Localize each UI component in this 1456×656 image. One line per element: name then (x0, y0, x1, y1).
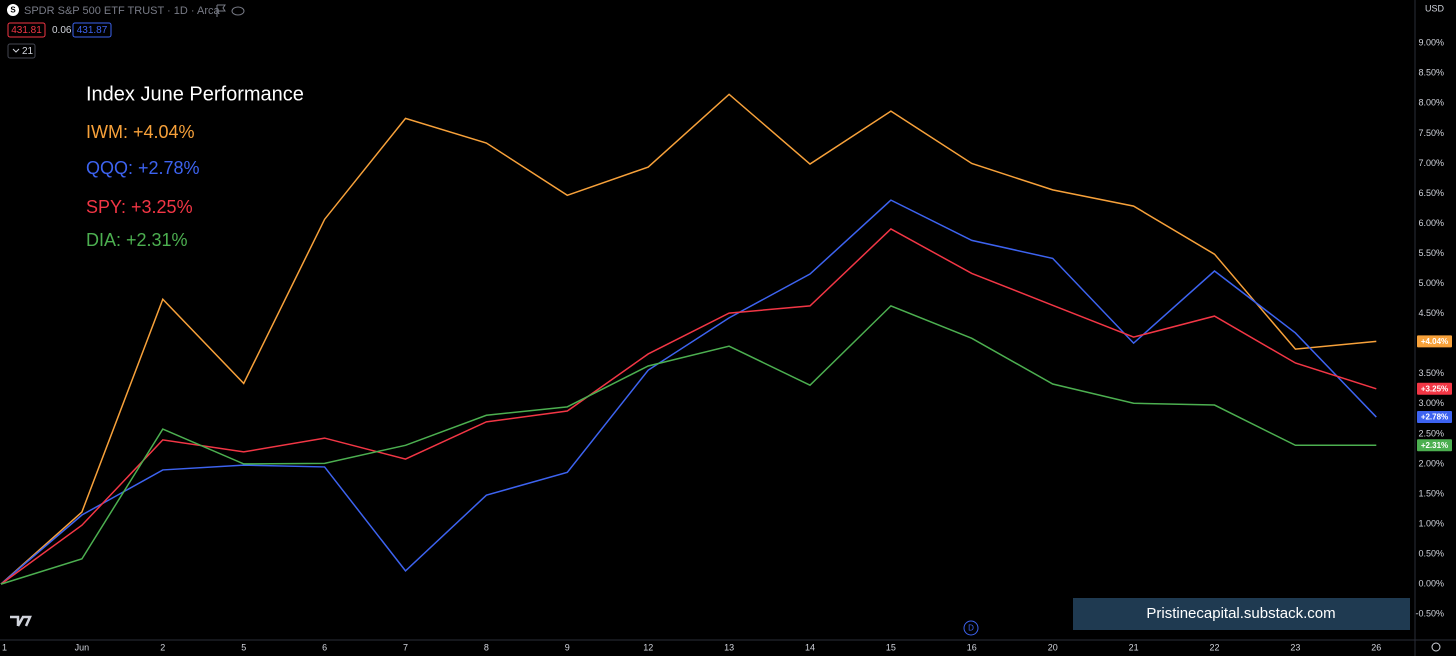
y-tick-label: 5.50% (1418, 248, 1444, 258)
watermark-box (1073, 598, 1410, 630)
tv-logo[interactable] (10, 615, 32, 627)
y-tick-label: 3.50% (1418, 368, 1444, 378)
spread: 0.06 (52, 25, 72, 36)
x-tick-label: 12 (643, 642, 653, 652)
x-tick-label: 20 (1048, 642, 1058, 652)
x-tick-label: 16 (967, 642, 977, 652)
x-tick-label: 6 (322, 642, 327, 652)
x-tick-label: 21 (1129, 642, 1139, 652)
end-badge (1417, 439, 1452, 452)
end-badge (1417, 335, 1452, 348)
y-tick-label: 1.50% (1418, 488, 1444, 498)
currency[interactable]: USD (1425, 3, 1445, 13)
y-tick-label: 6.00% (1418, 218, 1444, 228)
chevron (12, 48, 20, 53)
y-tick-label: 8.00% (1418, 98, 1444, 108)
x-tick-label: 15 (886, 642, 896, 652)
x-tick-label: 26 (1371, 642, 1381, 652)
symbol-icon (7, 4, 19, 16)
watermark: Pristinecapital.substack.com (1146, 605, 1335, 622)
visibility-icon[interactable] (231, 6, 245, 16)
x-tick-label: 2 (160, 642, 165, 652)
symbol-title[interactable]: SPDR S&P 500 ETF TRUST · 1D · Arca (24, 5, 220, 17)
x-tick-label: 13 (724, 642, 734, 652)
price-axis (1415, 0, 1456, 656)
end-badge-label: +2.78% (1421, 413, 1448, 422)
symbol-icon-text: S (10, 6, 16, 15)
y-tick-label: 1.00% (1418, 518, 1444, 528)
end-badge-label: +3.25% (1421, 384, 1448, 393)
flag-icon[interactable] (216, 4, 226, 17)
bid-price: 431.81 (11, 25, 42, 36)
event-marker-text: D (968, 624, 974, 633)
series-line (0, 199, 1377, 585)
y-tick-label: 0.00% (1418, 578, 1444, 588)
x-tick-label: 8 (484, 642, 489, 652)
x-tick-label: 7 (403, 642, 408, 652)
series-line (0, 93, 1377, 585)
y-tick-label: 0.50% (1418, 548, 1444, 558)
y-tick-label: 6.50% (1418, 188, 1444, 198)
x-tick-label: 9 (565, 642, 570, 652)
ask-box[interactable] (72, 22, 112, 38)
x-tick-label: 14 (805, 642, 815, 652)
y-tick-label: 3.00% (1418, 398, 1444, 408)
y-tick-label: 2.00% (1418, 458, 1444, 468)
y-tick-label: -0.50% (1415, 609, 1444, 619)
settings-icon[interactable] (1431, 642, 1441, 652)
y-tick-label: 7.50% (1418, 128, 1444, 138)
indicators-toggle[interactable] (7, 43, 36, 59)
x-tick-label: 1 (2, 642, 7, 652)
legend-entry: IWM: +4.04% (86, 122, 195, 142)
y-tick-label: 9.00% (1418, 38, 1444, 48)
end-badge-label: +4.04% (1421, 337, 1448, 346)
series-line (0, 228, 1377, 585)
x-tick-label: 22 (1209, 642, 1219, 652)
x-tick-label: 23 (1290, 642, 1300, 652)
end-badge (1417, 382, 1452, 395)
indicator-count: 21 (22, 46, 34, 57)
legend-entry: DIA: +2.31% (86, 230, 188, 250)
bid-box[interactable] (7, 22, 46, 38)
y-tick-label: 5.00% (1418, 278, 1444, 288)
y-tick-label: 2.50% (1418, 428, 1444, 438)
end-badge-label: +2.31% (1421, 441, 1448, 450)
x-tick-label: 5 (241, 642, 246, 652)
y-tick-label: 4.50% (1418, 308, 1444, 318)
series-line (0, 304, 1377, 585)
chart-title: Index June Performance (86, 83, 304, 105)
event-marker[interactable] (963, 620, 979, 636)
x-tick-label: Jun (75, 642, 90, 652)
y-tick-label: 7.00% (1418, 158, 1444, 168)
ask-price: 431.87 (77, 25, 108, 36)
legend-entry: SPY: +3.25% (86, 197, 193, 217)
y-tick-label: 8.50% (1418, 68, 1444, 78)
end-badge (1417, 411, 1452, 424)
legend-entry: QQQ: +2.78% (86, 158, 200, 178)
